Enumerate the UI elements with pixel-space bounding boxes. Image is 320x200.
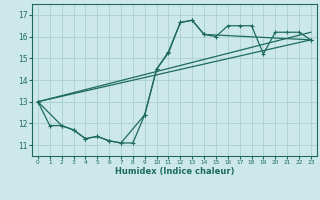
X-axis label: Humidex (Indice chaleur): Humidex (Indice chaleur): [115, 167, 234, 176]
